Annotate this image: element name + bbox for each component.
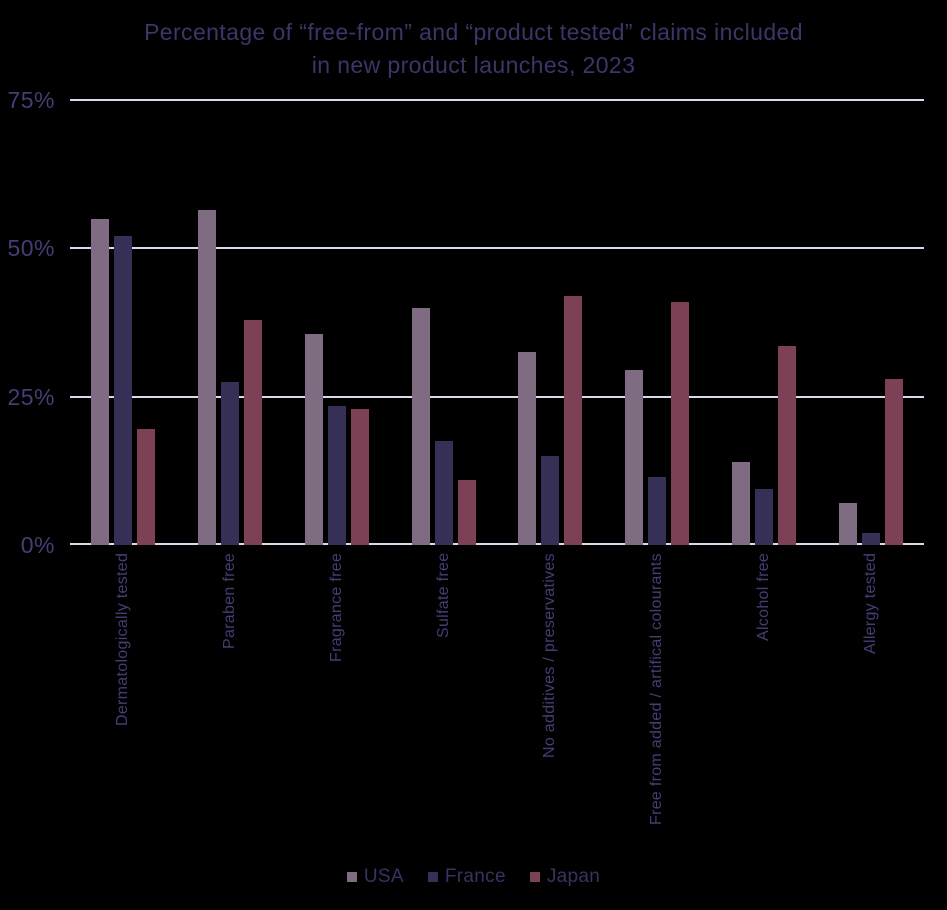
bar: [625, 369, 644, 545]
legend-label: France: [444, 866, 506, 887]
chart-title-line2: in new product launches, 2023: [311, 52, 636, 78]
x-axis-category: Alcohol free: [711, 553, 818, 865]
plot-area: [70, 99, 924, 545]
legend-swatch: [346, 872, 357, 882]
y-axis-tick-label: 50%: [7, 235, 55, 262]
bar: [564, 295, 583, 545]
bar-group: [177, 100, 284, 545]
x-axis-category: Sulfate free: [390, 553, 497, 865]
x-axis-category: Free from added / artifical colourants: [604, 553, 711, 865]
gridline: [70, 543, 924, 545]
bar-group: [604, 100, 711, 545]
y-axis-tick-label: 25%: [7, 383, 55, 410]
x-axis-category-label: Free from added / artifical colourants: [648, 553, 666, 825]
x-axis-category: Dermatologically tested: [70, 553, 177, 865]
x-axis: Dermatologically tested Paraben free Fragr…: [70, 553, 924, 865]
gridline: [70, 99, 924, 101]
bar-groups: [70, 100, 924, 545]
gridline: [70, 395, 924, 398]
x-axis-category: No additives / preservatives: [497, 553, 604, 865]
legend-label: Japan: [546, 866, 601, 887]
x-axis-category-label: Sulfate free: [434, 553, 452, 639]
x-axis-category-label: No additives / preservatives: [541, 553, 559, 758]
bar: [434, 441, 453, 545]
bar: [884, 378, 903, 545]
bar: [861, 533, 880, 545]
bar-group: [284, 100, 391, 545]
bar-group: [817, 100, 924, 545]
x-axis-category-label: Paraben free: [221, 553, 239, 650]
bar: [671, 301, 690, 545]
gridline: [70, 247, 924, 250]
bar: [114, 236, 133, 545]
bar: [244, 319, 263, 545]
y-axis-tick-label: 75%: [7, 87, 55, 113]
bar-group: [497, 100, 604, 545]
bar: [304, 334, 323, 545]
chart-title: Percentage of “free-from” and “product t…: [0, 16, 947, 82]
legend-item: France: [427, 866, 506, 888]
bar: [777, 346, 796, 545]
y-axis-tick-label: 0%: [20, 532, 55, 558]
legend: USA France Japan: [0, 866, 947, 888]
bar: [518, 352, 537, 545]
bar: [91, 218, 110, 545]
bar: [731, 461, 750, 545]
legend-label: USA: [363, 866, 404, 887]
legend-item: Japan: [529, 866, 601, 888]
x-axis-category-label: Dermatologically tested: [114, 553, 132, 727]
bar: [754, 488, 773, 545]
bar: [221, 381, 240, 545]
bar-group: [390, 100, 497, 545]
x-axis-category: Paraben free: [177, 553, 284, 865]
bar-group: [711, 100, 818, 545]
bar: [648, 476, 667, 545]
x-axis-category-label: Fragrance free: [327, 553, 345, 663]
legend-swatch: [427, 872, 438, 882]
bar: [350, 408, 369, 545]
legend-swatch: [529, 872, 540, 882]
x-axis-category-label: Allergy tested: [861, 553, 879, 655]
x-axis-category: Fragrance free: [284, 553, 391, 865]
bar: [411, 307, 430, 545]
x-axis-category: Allergy tested: [817, 553, 924, 865]
bar: [457, 479, 476, 545]
bar: [198, 209, 217, 545]
x-axis-category-label: Alcohol free: [754, 553, 772, 642]
bar: [541, 456, 560, 545]
bar: [838, 503, 857, 545]
bar: [327, 405, 346, 545]
bar-group: [70, 100, 177, 545]
chart-title-line1: Percentage of “free-from” and “product t…: [144, 19, 803, 45]
legend-item: USA: [346, 866, 404, 888]
bar: [137, 429, 156, 545]
